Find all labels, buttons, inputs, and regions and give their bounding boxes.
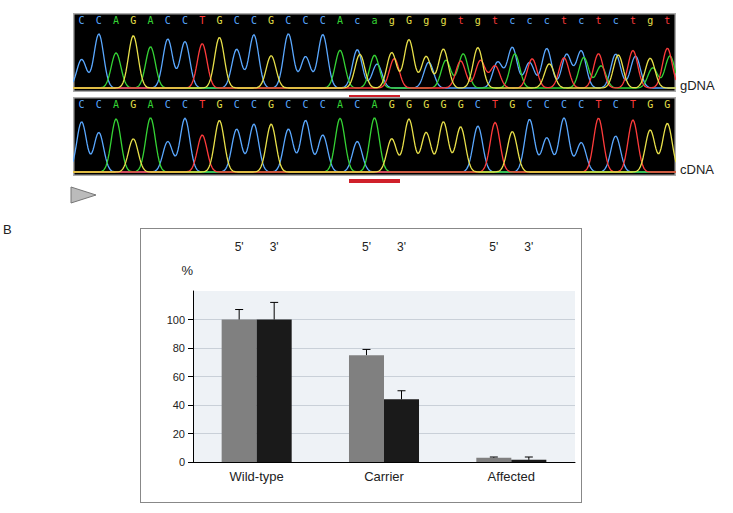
svg-text:T: T [199,15,205,26]
svg-text:g: g [440,15,446,26]
svg-text:A: A [148,99,154,110]
svg-text:C: C [251,15,257,26]
svg-text:3': 3' [524,240,533,254]
svg-text:C: C [303,15,309,26]
svg-text:5': 5' [235,240,244,254]
svg-text:G: G [268,99,274,110]
svg-text:T: T [199,99,205,110]
svg-text:G: G [664,99,670,110]
html-text:gDNA: gDNA [680,78,715,93]
svg-text:T: T [595,99,601,110]
svg-text:t: t [595,15,601,26]
svg-text:G: G [216,99,222,110]
svg-text:c: c [578,15,584,26]
svg-text:60: 60 [173,371,185,383]
svg-text:C: C [613,99,619,110]
svg-text:C: C [182,15,188,26]
svg-text:C: C [285,15,291,26]
svg-text:g: g [475,15,481,26]
svg-text:C: C [182,99,188,110]
svg-text:C: C [251,99,257,110]
svg-text:G: G [216,15,222,26]
svg-text:3': 3' [397,240,406,254]
svg-text:Carrier: Carrier [364,469,404,484]
svg-text:C: C [303,99,309,110]
svg-text:C: C [79,99,85,110]
svg-text:C: C [475,99,481,110]
svg-text:A: A [337,99,343,110]
svg-text:100: 100 [167,314,185,326]
svg-text:C: C [320,15,326,26]
svg-text:G: G [406,99,412,110]
svg-text:t: t [492,15,498,26]
svg-text:5': 5' [362,240,371,254]
svg-text:t: t [561,15,567,26]
svg-text:A: A [113,99,119,110]
html-text:cDNA: cDNA [680,162,714,177]
svg-text:G: G [406,15,412,26]
svg-text:g: g [423,15,429,26]
svg-text:80: 80 [173,342,185,354]
svg-text:G: G [509,99,515,110]
svg-text:20: 20 [173,428,185,440]
svg-text:T: T [630,99,636,110]
svg-text:C: C [96,99,102,110]
svg-text:C: C [320,99,326,110]
svg-text:T: T [492,99,498,110]
svg-text:C: C [165,99,171,110]
svg-text:C: C [96,15,102,26]
svg-text:C: C [354,99,360,110]
svg-text:G: G [458,99,464,110]
svg-text:G: G [130,99,136,110]
svg-text:A: A [371,99,377,110]
svg-text:G: G [389,99,395,110]
svg-text:c: c [613,15,619,26]
svg-text:c: c [527,15,533,26]
svg-text:C: C [234,99,240,110]
svg-text:A: A [113,15,119,26]
html-text:B: B [3,222,12,237]
svg-text:G: G [647,99,653,110]
svg-text:g: g [647,15,653,26]
svg-text:c: c [544,15,550,26]
svg-text:5': 5' [489,240,498,254]
svg-text:A: A [148,15,154,26]
svg-text:Wild-type: Wild-type [230,469,284,484]
svg-text:C: C [79,15,85,26]
svg-text:a: a [371,15,377,26]
svg-text:40: 40 [173,399,185,411]
svg-text:t: t [664,15,670,26]
svg-text:c: c [354,15,360,26]
svg-text:G: G [440,99,446,110]
svg-text:%: % [181,263,193,278]
svg-text:Affected: Affected [488,469,535,484]
svg-text:g: g [389,15,395,26]
svg-text:t: t [630,15,636,26]
svg-text:C: C [578,99,584,110]
svg-text:c: c [509,15,515,26]
svg-text:C: C [285,99,291,110]
svg-text:3': 3' [270,240,279,254]
svg-text:C: C [165,15,171,26]
svg-text:t: t [458,15,464,26]
svg-text:G: G [130,15,136,26]
svg-text:C: C [544,99,550,110]
svg-text:A: A [337,15,343,26]
svg-text:C: C [234,15,240,26]
svg-text:0: 0 [179,456,185,468]
svg-text:C: C [561,99,567,110]
svg-text:C: C [527,99,533,110]
svg-text:G: G [423,99,429,110]
svg-text:G: G [268,15,274,26]
